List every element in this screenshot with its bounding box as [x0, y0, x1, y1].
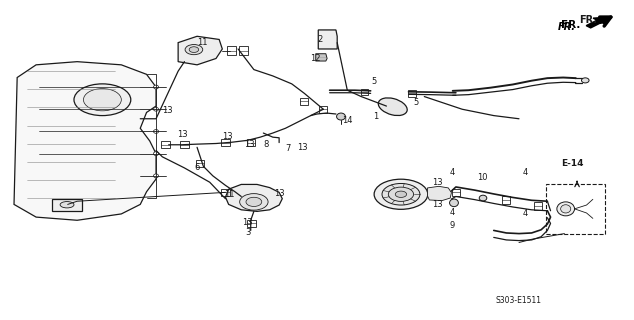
Bar — [228, 46, 236, 55]
Text: 3: 3 — [245, 228, 250, 237]
Text: E-14: E-14 — [560, 159, 583, 168]
Text: 1: 1 — [373, 112, 378, 121]
Bar — [239, 46, 247, 55]
Bar — [180, 141, 188, 148]
Ellipse shape — [560, 205, 571, 213]
Ellipse shape — [74, 84, 131, 116]
Text: 13: 13 — [242, 218, 252, 227]
Text: 2: 2 — [318, 35, 323, 44]
Bar — [408, 90, 416, 97]
Text: 9: 9 — [450, 220, 455, 229]
Ellipse shape — [185, 44, 203, 55]
Polygon shape — [178, 36, 223, 65]
Text: 14: 14 — [342, 116, 353, 125]
Ellipse shape — [246, 197, 262, 206]
Ellipse shape — [153, 152, 158, 156]
Ellipse shape — [60, 202, 74, 208]
Bar — [196, 160, 204, 166]
Ellipse shape — [153, 130, 158, 133]
Text: 5: 5 — [413, 99, 418, 108]
Polygon shape — [14, 62, 156, 220]
Bar — [221, 189, 230, 196]
Ellipse shape — [395, 191, 406, 197]
Bar — [247, 220, 256, 227]
Text: S303-E1511: S303-E1511 — [496, 296, 542, 305]
Text: 8: 8 — [264, 140, 269, 149]
Ellipse shape — [240, 194, 268, 210]
Polygon shape — [427, 186, 451, 201]
Ellipse shape — [378, 98, 407, 116]
Ellipse shape — [581, 78, 589, 83]
Bar — [162, 141, 170, 148]
Text: 13: 13 — [244, 140, 255, 149]
Text: 4: 4 — [522, 168, 528, 177]
Polygon shape — [226, 184, 282, 212]
Text: 4: 4 — [522, 209, 528, 219]
Ellipse shape — [450, 199, 458, 207]
Text: FR.: FR. — [562, 20, 581, 30]
Text: 7: 7 — [285, 144, 290, 153]
Ellipse shape — [84, 89, 121, 111]
Text: 13: 13 — [274, 189, 285, 198]
Ellipse shape — [153, 85, 158, 89]
Bar — [221, 139, 230, 146]
Bar — [301, 98, 309, 105]
Text: 13: 13 — [297, 143, 307, 152]
Polygon shape — [318, 30, 337, 49]
Ellipse shape — [153, 107, 158, 111]
Ellipse shape — [374, 179, 428, 209]
Text: 4: 4 — [450, 168, 455, 177]
Text: FR.: FR. — [579, 15, 597, 25]
Ellipse shape — [153, 174, 158, 178]
Text: 13: 13 — [162, 106, 172, 115]
Ellipse shape — [189, 47, 198, 52]
Text: 13: 13 — [177, 130, 187, 139]
Ellipse shape — [557, 202, 574, 216]
Text: 11: 11 — [197, 38, 207, 47]
Ellipse shape — [479, 195, 487, 201]
Text: 13: 13 — [432, 178, 443, 187]
Ellipse shape — [337, 113, 346, 120]
Text: 10: 10 — [477, 173, 488, 182]
Text: 6: 6 — [195, 164, 200, 172]
Polygon shape — [316, 54, 327, 61]
Text: 12: 12 — [310, 54, 320, 63]
Text: FR.: FR. — [558, 22, 576, 32]
Bar — [534, 202, 542, 210]
Bar — [502, 196, 510, 204]
Text: 13: 13 — [432, 200, 443, 209]
Text: 11: 11 — [224, 190, 235, 199]
Bar — [361, 89, 368, 95]
Bar — [452, 189, 460, 196]
Text: 13: 13 — [222, 132, 233, 141]
FancyArrow shape — [586, 17, 607, 28]
Text: 4: 4 — [450, 208, 455, 218]
Ellipse shape — [382, 183, 420, 205]
Text: 5: 5 — [372, 77, 377, 86]
Ellipse shape — [389, 187, 413, 201]
Bar — [52, 199, 82, 211]
Bar — [247, 139, 255, 146]
Bar — [545, 184, 605, 234]
Bar — [319, 106, 327, 113]
